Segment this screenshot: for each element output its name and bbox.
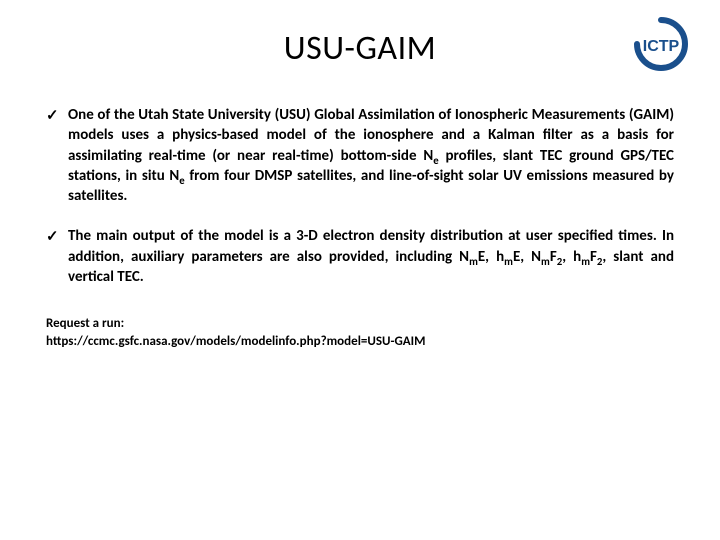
svg-text:ICTP: ICTP: [643, 38, 680, 55]
slide-container: ICTP USU-GAIM ✓ One of the Utah State Un…: [0, 0, 720, 540]
bullet-list: ✓ One of the Utah State University (USU)…: [40, 105, 680, 287]
footer-request: Request a run: https://ccmc.gsfc.nasa.go…: [40, 315, 680, 350]
checkmark-icon: ✓: [46, 226, 68, 247]
bullet-item: ✓ One of the Utah State University (USU)…: [46, 105, 674, 206]
footer-url: https://ccmc.gsfc.nasa.gov/models/modeli…: [46, 334, 425, 349]
ictp-logo: ICTP: [624, 14, 698, 74]
bullet-item: ✓ The main output of the model is a 3-D …: [46, 226, 674, 287]
slide-title: USU-GAIM: [40, 28, 680, 69]
footer-label: Request a run:: [46, 316, 124, 331]
bullet-text: One of the Utah State University (USU) G…: [68, 105, 674, 206]
checkmark-icon: ✓: [46, 105, 68, 126]
bullet-text: The main output of the model is a 3-D el…: [68, 226, 674, 287]
